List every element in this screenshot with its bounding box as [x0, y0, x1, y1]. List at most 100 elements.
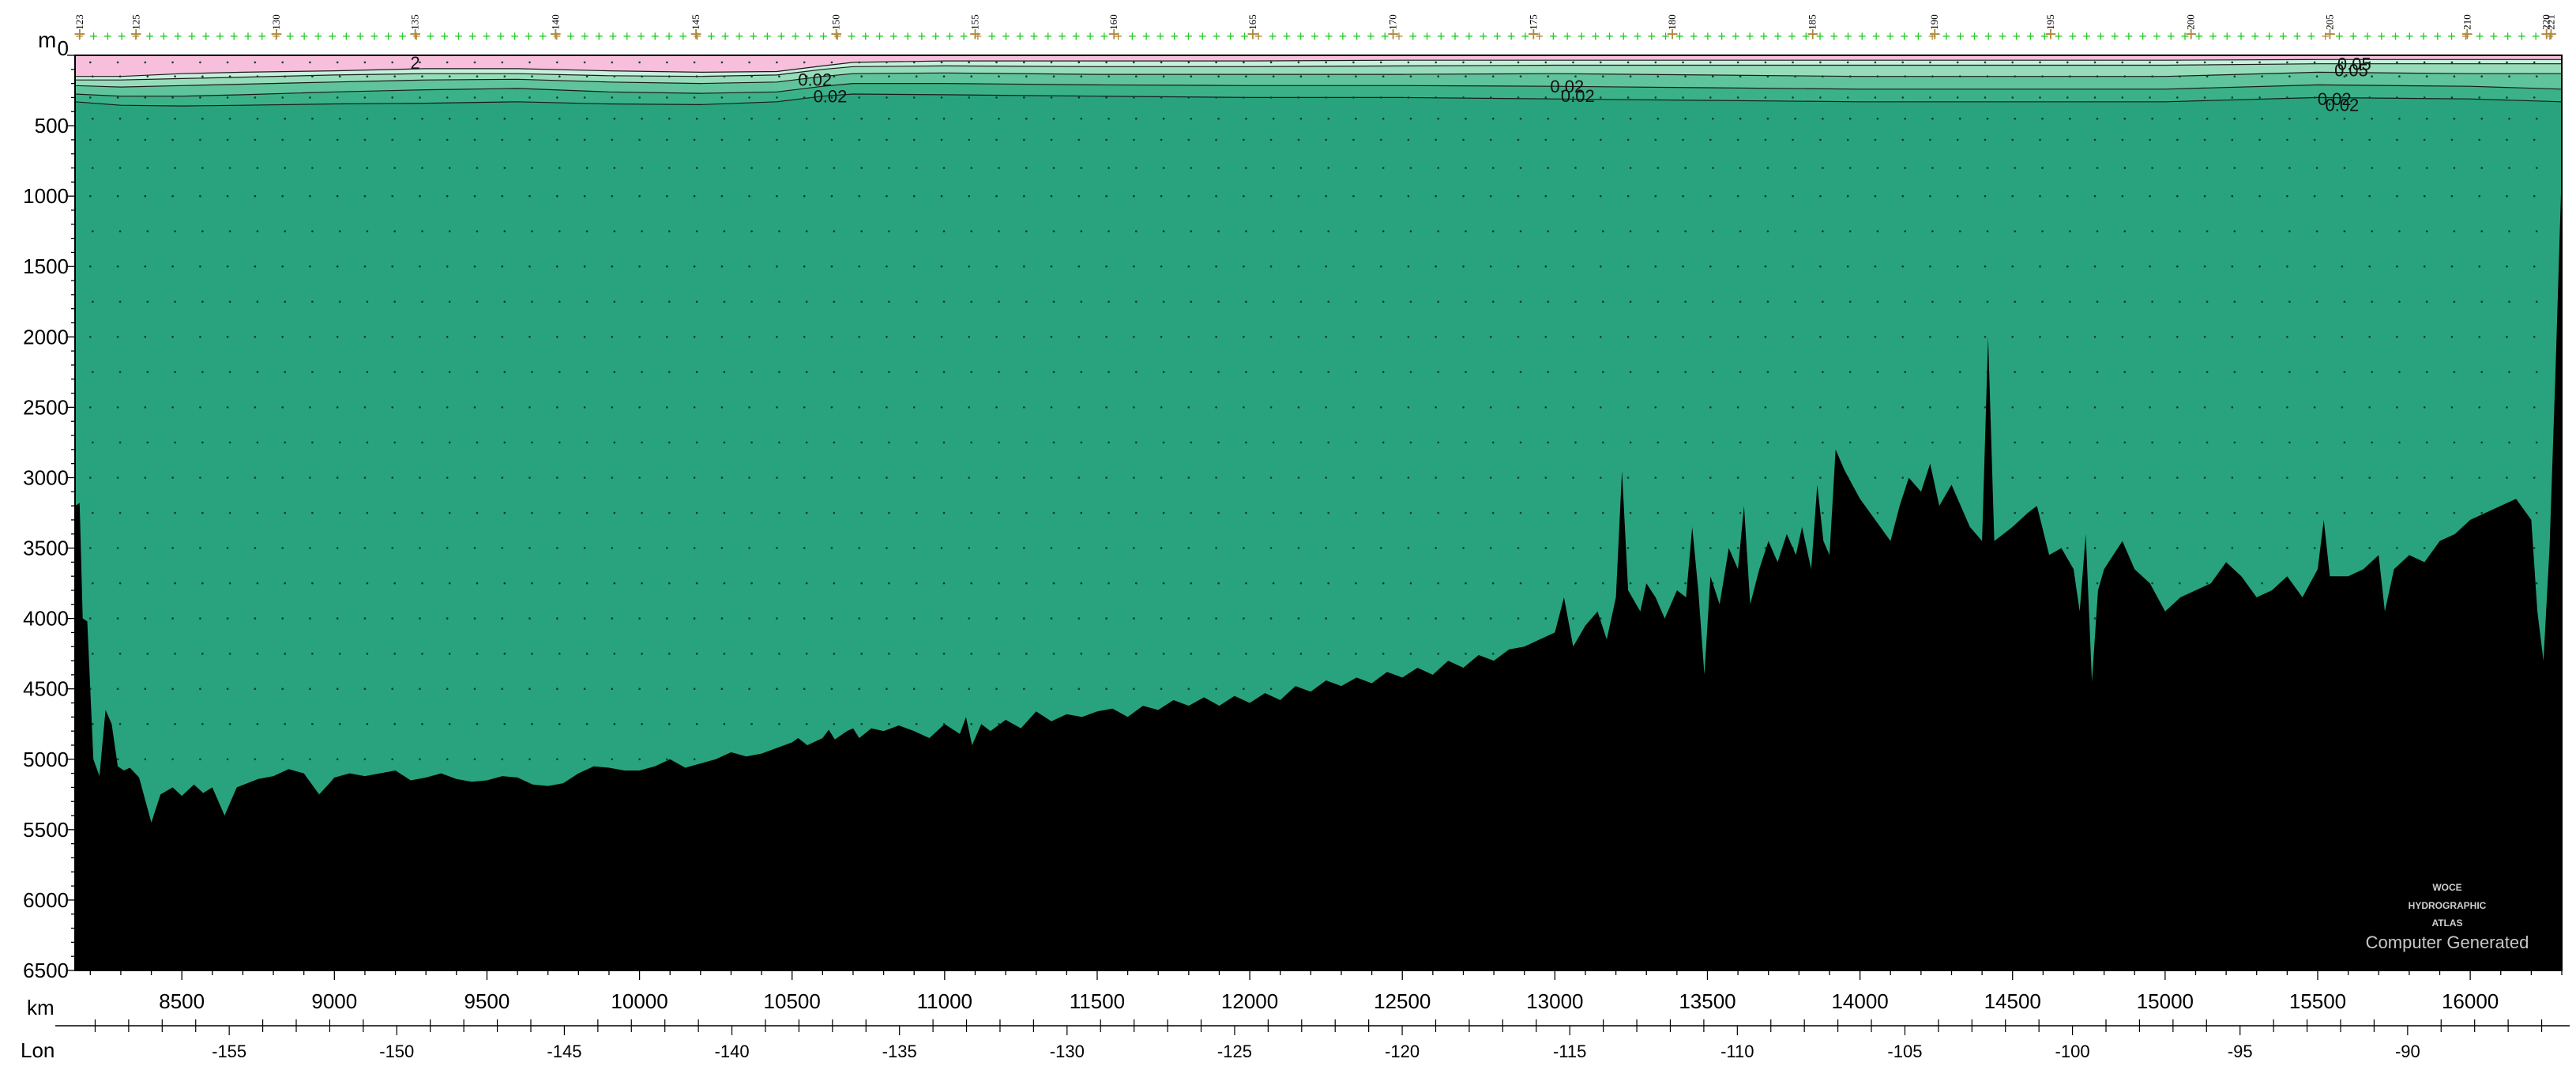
km-tick-label: 12000: [1221, 989, 1278, 1013]
station-marker: +: [258, 28, 267, 44]
sample-dot: [118, 722, 122, 725]
sample-dot: [309, 758, 311, 761]
sample-dot: [638, 477, 641, 479]
sample-dot: [695, 722, 698, 725]
sample-dot: [171, 138, 174, 141]
sample-dot: [1187, 688, 1190, 690]
sample-dot: [174, 300, 176, 303]
sample-dot: [1215, 336, 1217, 338]
sample-dot: [1682, 138, 1684, 141]
sample-dot: [886, 96, 888, 99]
sample-dot: [1269, 617, 1273, 620]
sample-dot: [1187, 336, 1190, 338]
sample-dot: [228, 230, 231, 233]
sample-dot: [2313, 138, 2316, 141]
station-marker: +: [1339, 28, 1348, 44]
sample-dot: [641, 167, 643, 169]
station-marker: +: [1844, 28, 1852, 44]
sample-dot: [2478, 406, 2480, 409]
sample-dot: [2533, 477, 2536, 479]
sample-dot: [1766, 117, 1769, 120]
sample-dot: [1382, 371, 1385, 374]
sample-dot: [1160, 688, 1163, 690]
sample-dot: [1052, 511, 1055, 514]
sample-dot: [1904, 441, 1906, 444]
sample-dot: [583, 194, 586, 198]
station-marker: +: [2012, 28, 2021, 44]
sample-dot: [531, 75, 533, 77]
sample-dot: [1764, 194, 1767, 198]
sample-dot: [2041, 75, 2044, 77]
sample-dot: [723, 230, 726, 233]
station-marker: +: [1423, 28, 1431, 44]
sample-dot: [1272, 371, 1275, 374]
sample-dot: [531, 230, 533, 233]
sample-dot: [1299, 117, 1303, 120]
y-axis: 0500100015002000250030003500400045005000…: [23, 36, 75, 982]
sample-dot: [2425, 230, 2428, 233]
sample-dot: [1629, 511, 1632, 514]
sample-dot: [1272, 300, 1275, 303]
sample-dot: [1382, 75, 1385, 77]
sample-dot: [558, 722, 561, 725]
sample-dot: [1215, 96, 1217, 99]
sample-dot: [1105, 688, 1107, 690]
sample-dot: [391, 617, 394, 620]
sample-dot: [1297, 265, 1300, 268]
sample-dot: [942, 371, 946, 374]
sample-dot: [940, 96, 943, 99]
sample-dot: [2176, 547, 2179, 549]
sample-dot: [201, 652, 204, 655]
sample-dot: [2286, 61, 2288, 64]
station-marker: +: [1072, 28, 1081, 44]
sample-dot: [2341, 406, 2344, 409]
sample-dot: [1519, 441, 1522, 444]
sample-dot: [1052, 300, 1055, 303]
sample-dot: [1217, 441, 1220, 444]
sample-dot: [1822, 371, 1824, 374]
sample-dot: [1519, 75, 1522, 77]
sample-dot: [1846, 138, 1849, 141]
sample-dot: [720, 406, 724, 409]
sample-dot: [2371, 230, 2373, 233]
sample-dot: [2121, 194, 2124, 198]
sample-dot: [2206, 371, 2209, 374]
station-label: 140: [549, 14, 561, 30]
sample-dot: [2286, 477, 2288, 479]
sample-dot: [1160, 406, 1163, 409]
sample-dot: [281, 265, 284, 268]
sample-dot: [199, 477, 201, 479]
station-marker: +: [342, 28, 351, 44]
station-marker: +: [1563, 28, 1572, 44]
sample-dot: [1848, 441, 1852, 444]
sample-dot: [226, 688, 229, 690]
sample-dot: [281, 477, 284, 479]
station-marker: +: [398, 28, 407, 44]
sample-dot: [473, 688, 476, 690]
sample-dot: [1327, 511, 1329, 514]
sample-dot: [531, 117, 533, 120]
sample-dot: [311, 75, 314, 77]
sample-dot: [144, 688, 147, 690]
sample-dot: [995, 194, 998, 198]
sample-dot: [1986, 300, 1989, 303]
station-marker: +: [2237, 28, 2246, 44]
sample-dot: [2396, 406, 2398, 409]
sample-dot: [2450, 406, 2454, 409]
sample-dot: [1600, 547, 1602, 549]
sample-dot: [1572, 547, 1574, 549]
sample-dot: [338, 652, 341, 655]
sample-dot: [2203, 477, 2206, 479]
sample-dot: [1519, 167, 1522, 169]
sample-dot: [281, 547, 284, 549]
sample-dot: [2288, 441, 2291, 444]
sample-dot: [201, 230, 204, 233]
sample-dot: [1245, 511, 1247, 514]
sample-dot: [1352, 138, 1355, 141]
sample-dot: [309, 617, 311, 620]
sample-dot: [528, 96, 531, 99]
sample-dot: [585, 230, 589, 233]
sample-dot: [1299, 75, 1303, 77]
sample-dot: [1190, 300, 1193, 303]
station-label: 210: [2461, 14, 2473, 30]
